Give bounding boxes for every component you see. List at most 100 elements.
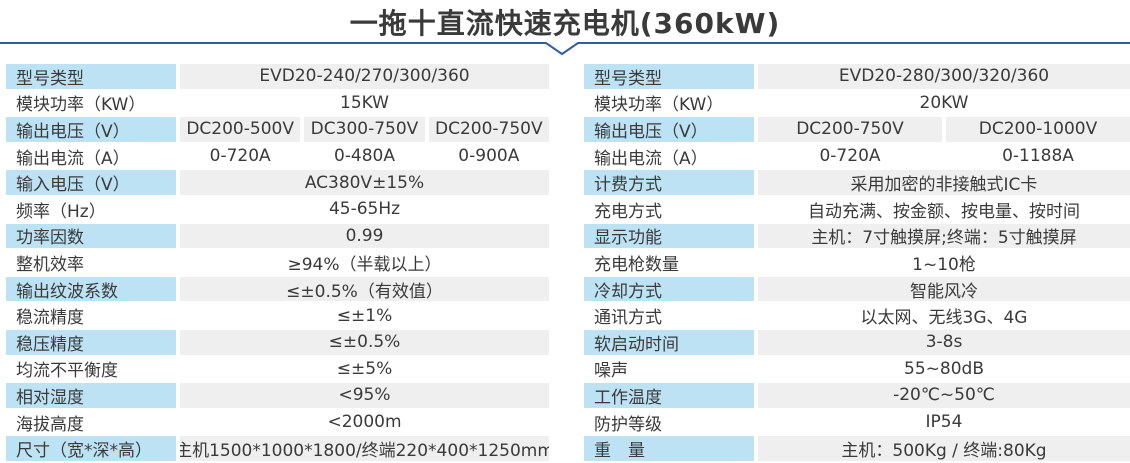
table-row: 噪声 55~80dB (584, 357, 1130, 382)
spec-label: 通讯方式 (594, 308, 662, 328)
spec-value: 55~80dB (904, 358, 984, 379)
spec-value: -20℃~50℃ (758, 383, 1130, 408)
spec-value: 主机1500*1000*1800/终端220*400*1250mm (180, 436, 549, 461)
spec-label: 输出纹波系数 (6, 276, 176, 302)
spec-label: 模块功率（KW） (16, 95, 146, 116)
spec-value: DC200-1000V (946, 117, 1130, 142)
spec-label: 噪声 (594, 361, 628, 382)
table-row: 功率因数 0.99 (6, 223, 549, 249)
spec-value: ≤±0.5%（有效值） (180, 276, 549, 302)
spec-value: DC200-500V (180, 117, 301, 142)
spec-label: 输出电压（V） (584, 117, 754, 142)
spec-label: 输出电流（A） (594, 148, 708, 169)
table-row: 工作温度 -20℃~50℃ (584, 383, 1130, 408)
spec-value: 主机：7寸触摸屏;终端：5寸触摸屏 (758, 223, 1130, 249)
spec-label: 输出电流（A） (16, 148, 130, 169)
spec-value: 0-900A (458, 146, 520, 167)
table-row: 尺寸（宽*深*高） 主机1500*1000*1800/终端220*400*125… (6, 436, 549, 461)
spec-value: IP54 (925, 412, 963, 433)
spec-label: 显示功能 (584, 223, 754, 249)
spec-value: 以太网、无线3G、4G (860, 308, 1028, 328)
spec-label: 充电枪数量 (594, 254, 679, 275)
table-row: 软启动时间 3-8s (584, 329, 1130, 355)
spec-value: <95% (180, 383, 549, 408)
spec-value: 1~10枪 (912, 254, 976, 275)
table-row: 重 量 主机：500Kg / 终端:80Kg (584, 436, 1130, 461)
spec-value: EVD20-280/300/320/360 (758, 64, 1130, 89)
table-row: 冷却方式 智能风冷 (584, 276, 1130, 302)
spec-value: AC380V±15% (180, 170, 549, 195)
spec-label: 尺寸（宽*深*高） (6, 436, 176, 461)
table-row: 防护等级 IP54 (584, 410, 1130, 435)
spec-value: 15KW (340, 92, 389, 113)
spec-value: 0-1188A (1002, 146, 1074, 167)
spec-value: 0-480A (333, 146, 395, 167)
spec-label: 充电方式 (594, 201, 662, 222)
spec-label: 冷却方式 (584, 276, 754, 302)
spec-label: 重 量 (584, 436, 754, 461)
spec-value: EVD20-240/270/300/360 (180, 64, 549, 89)
spec-label: 整机效率 (16, 254, 84, 275)
spec-value: ≤±5% (336, 358, 393, 379)
table-row: 输出电压（V） DC200-500V DC300-750V DC200-750V (6, 117, 549, 142)
spec-label: 频率（Hz） (16, 201, 106, 222)
table-row: 均流不平衡度 ≤±5% (6, 357, 549, 382)
spec-value: ≤±0.5% (180, 329, 549, 355)
table-row: 模块功率（KW） 15KW (6, 91, 549, 116)
page-title: 一拖十直流快速充电机(360kW) (349, 7, 781, 40)
spec-value: 45-65Hz (328, 199, 401, 220)
table-row: 海拔高度 <2000m (6, 410, 549, 435)
spec-value: ≥94%（半载以上） (287, 254, 442, 275)
table-row: 输出纹波系数 ≤±0.5%（有效值） (6, 276, 549, 302)
table-row: 输出电流（A） 0-720A 0-1188A (584, 144, 1130, 169)
table-row: 型号类型 EVD20-240/270/300/360 (6, 64, 549, 89)
table-row: 整机效率 ≥94%（半载以上） (6, 250, 549, 275)
spec-value: 主机：500Kg / 终端:80Kg (758, 436, 1130, 461)
spec-value: DC200-750V (758, 117, 942, 142)
spec-value: 自动充满、按金额、按电量、按时间 (808, 201, 1080, 222)
divider-notch-line (0, 42, 1130, 56)
spec-label: 功率因数 (6, 223, 176, 249)
spec-label: 防护等级 (594, 414, 662, 435)
spec-value: 3-8s (758, 329, 1130, 355)
spec-value: 20KW (919, 92, 969, 113)
table-row: 通讯方式 以太网、无线3G、4G (584, 303, 1130, 328)
table-row: 频率（Hz） 45-65Hz (6, 197, 549, 222)
spec-label: 软启动时间 (584, 329, 754, 355)
spec-value: 0-720A (819, 146, 881, 167)
table-row: 相对湿度 <95% (6, 383, 549, 408)
table-row: 稳流精度 ≤±1% (6, 303, 549, 328)
spec-label: 工作温度 (584, 383, 754, 408)
spec-value: 采用加密的非接触式IC卡 (758, 170, 1130, 195)
spec-label: 输出电压（V） (6, 117, 176, 142)
spec-table-left: 型号类型 EVD20-240/270/300/360 模块功率（KW） 15KW… (6, 64, 549, 461)
spec-label: 均流不平衡度 (16, 361, 118, 382)
spec-label: 模块功率（KW） (594, 95, 724, 116)
spec-value: DC200-750V (428, 117, 549, 142)
spec-label: 海拔高度 (16, 414, 84, 435)
spec-label: 稳流精度 (16, 308, 84, 328)
title-divider (0, 42, 1130, 56)
table-row: 型号类型 EVD20-280/300/320/360 (584, 64, 1130, 89)
spec-label: 型号类型 (584, 64, 754, 89)
spec-label: 相对湿度 (6, 383, 176, 408)
table-row: 充电方式 自动充满、按金额、按电量、按时间 (584, 197, 1130, 222)
spec-value: 0.99 (180, 223, 549, 249)
table-row: 输出电压（V） DC200-750V DC200-1000V (584, 117, 1130, 142)
table-row: 输出电流（A） 0-720A 0-480A 0-900A (6, 144, 549, 169)
spec-value: DC300-750V (304, 117, 425, 142)
spec-table-right: 型号类型 EVD20-280/300/320/360 模块功率（KW） 20KW… (584, 64, 1130, 461)
table-row: 充电枪数量 1~10枪 (584, 250, 1130, 275)
spec-value: <2000m (327, 412, 402, 433)
spec-label: 输入电压（V） (6, 170, 176, 195)
spec-value: 智能风冷 (758, 276, 1130, 302)
table-row: 稳压精度 ≤±0.5% (6, 329, 549, 355)
spec-label: 稳压精度 (6, 329, 176, 355)
spec-label: 型号类型 (6, 64, 176, 89)
spec-value: 0-720A (209, 146, 271, 167)
table-row: 计费方式 采用加密的非接触式IC卡 (584, 170, 1130, 195)
table-row: 输入电压（V） AC380V±15% (6, 170, 549, 195)
spec-label: 计费方式 (584, 170, 754, 195)
table-row: 模块功率（KW） 20KW (584, 91, 1130, 116)
